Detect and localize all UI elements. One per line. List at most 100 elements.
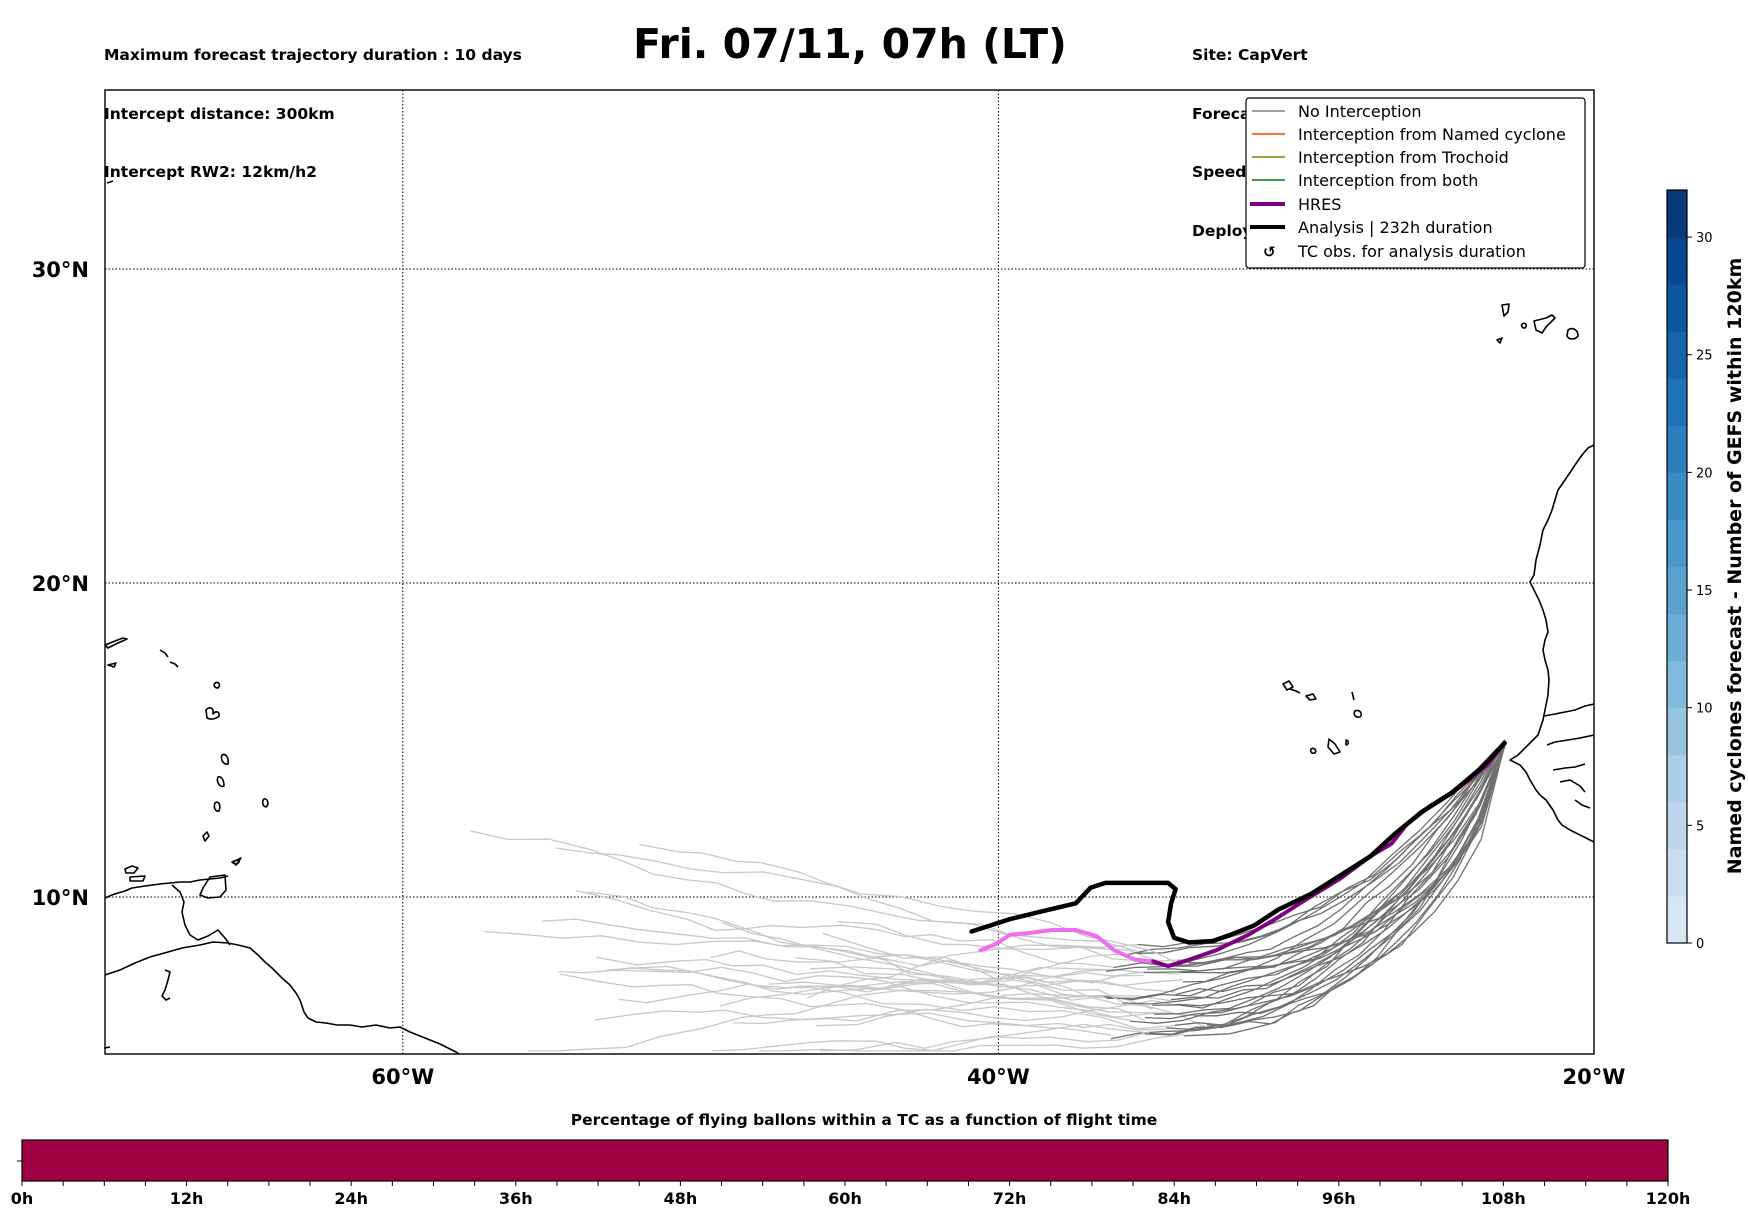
coast-casamance [1546, 734, 1594, 746]
legend-label: Interception from Named cyclone [1298, 125, 1566, 144]
island-antigua [213, 681, 221, 689]
legend-item-both: Interception from both [1252, 171, 1478, 190]
ensemble-member-path [1105, 740, 1506, 972]
ensemble-member-path [1188, 741, 1506, 964]
colorbar-tick-label: 0 [1696, 937, 1704, 952]
y-tick-label: 10°N [32, 886, 89, 910]
legend-box [1245, 97, 1586, 269]
ensemble-member-faded-path [541, 918, 1176, 993]
island-cape-verde-santo-antao [1282, 680, 1294, 691]
ensemble-member-faded-path [587, 891, 1123, 1003]
ensemble-member-path [1176, 744, 1506, 1007]
legend-label: Analysis | 232h duration [1298, 218, 1493, 237]
bar-x-ticks: 0h 12h 24h 36h 48h 60h 72h 84h 96h 108h 120h [11, 1181, 1691, 1208]
colorbar-cell [1667, 660, 1687, 709]
bar-x-tick-label: 48h [664, 1189, 698, 1208]
bar-x-tick-label: 96h [1322, 1189, 1356, 1208]
colorbar-tick-label: 5 [1696, 819, 1704, 834]
ensemble-member-faded-path [795, 957, 1146, 1021]
island-vi [159, 649, 179, 668]
colorbar-cell [1667, 895, 1687, 944]
ensemble-member-path [1104, 746, 1506, 1001]
island-pr [105, 637, 128, 668]
param-intercept-distance: Intercept distance: 300km [104, 104, 335, 123]
legend-label: HRES [1298, 195, 1341, 214]
island-tiny-sw [105, 1046, 111, 1049]
island-lake [161, 969, 171, 1001]
ensemble-member-path [1179, 746, 1506, 974]
x-tick-label: 60°W [371, 1065, 434, 1089]
ensemble-member-path [1144, 746, 1506, 1020]
ensemble-member-faded-path [733, 992, 1107, 1025]
island-cape-verde-boavista [1353, 709, 1362, 718]
island-svincent [202, 831, 210, 842]
island-guadeloupe [205, 707, 220, 720]
ensemble-member-path [1124, 739, 1506, 956]
legend-item-trochoid: Interception from Trochoid [1252, 148, 1509, 167]
island-cape-verde-sal [1351, 691, 1355, 701]
ensemble-member-path [1152, 741, 1506, 1009]
legend-label: TC obs. for analysis duration [1297, 242, 1526, 261]
y-tick-label: 30°N [32, 258, 89, 282]
ensemble-member-path [1144, 744, 1506, 1036]
ensemble-member-faded-path [618, 971, 1180, 1004]
coast-orinoco [171, 884, 231, 946]
legend-label: Interception from both [1298, 171, 1478, 190]
colorbar-tick-label: 20 [1696, 466, 1713, 481]
bar-x-tick-label: 120h [1646, 1189, 1691, 1208]
x-tick-label: 20°W [1563, 1065, 1626, 1089]
ensemble-trajectories [470, 739, 1506, 1052]
island-canary-gomera [1520, 322, 1528, 329]
flight-time-bar-chart: Percentage of flying ballons within a TC… [11, 1111, 1691, 1208]
bar-segments [22, 1140, 1668, 1181]
colorbar-cell [1667, 754, 1687, 803]
legend-item-hres: HRES [1250, 195, 1341, 214]
colorbar-cell [1667, 566, 1687, 615]
colorbar-frame [1666, 189, 1688, 944]
coast-trinidad [199, 874, 227, 899]
island-martinique [216, 776, 225, 788]
legend-label: Interception from Trochoid [1298, 148, 1509, 167]
colorbar-cell [1667, 284, 1687, 332]
colorbar-cell [1667, 519, 1687, 567]
island-cape-verde-maio [1345, 739, 1350, 746]
ensemble-member-path [1113, 745, 1506, 969]
legend-item-tc-obs: ↺ TC obs. for analysis duration [1263, 242, 1526, 261]
ensemble-member-faded-path [759, 1033, 1184, 1052]
colorbar-cell [1667, 707, 1687, 756]
colorbar-tick-label: 10 [1696, 702, 1713, 717]
legend-item-analysis: Analysis | 232h duration [1250, 218, 1493, 237]
legend-item-no-interception: No Interception [1252, 102, 1422, 121]
legend-label: No Interception [1298, 102, 1422, 121]
island-canary-tenerife [1533, 314, 1556, 334]
bar-x-tick-label: 36h [499, 1189, 533, 1208]
legend-item-named-cyclone: Interception from Named cyclone [1252, 125, 1566, 144]
ensemble-member-faded-path [710, 950, 1144, 984]
colorbar-tick-label: 15 [1696, 584, 1713, 599]
colorbar-cell [1667, 331, 1687, 379]
colorbar-cell [1667, 848, 1687, 897]
ensemble-member-faded-path [721, 922, 1105, 1001]
island-cape-verde-fogo [1309, 747, 1317, 754]
bar-segment [22, 1140, 1668, 1181]
bar-x-tick-label: 0h [11, 1189, 34, 1208]
colorbar-label: Named cyclones forecast - Number of GEFS… [1724, 258, 1746, 875]
colorbar-cell [1667, 425, 1687, 473]
coast-venezuela-north [105, 875, 229, 899]
colorbar-cell [1667, 472, 1687, 520]
chart-title-container: Fri. 07/11, 07h (LT) [0, 20, 1700, 68]
y-tick-label: 20°N [32, 572, 89, 596]
island-canary-hierro [1496, 337, 1503, 344]
coast-west-africa [1509, 444, 1594, 843]
bar-x-tick-label: 24h [334, 1189, 368, 1208]
ensemble-member-faded-path [556, 847, 1138, 952]
colorbar-tick-label: 25 [1696, 349, 1713, 364]
island-cape-verde-santiago [1327, 738, 1341, 755]
coast-guinea-bissau [1552, 763, 1591, 809]
island-abc [124, 865, 146, 882]
island-tobago [231, 859, 240, 865]
x-tick-label: 40°W [967, 1065, 1030, 1089]
axis-ticks: 60°W 40°W 20°W 10°N 20°N 30°N [32, 258, 1626, 1089]
colorbar: 0 5 10 15 20 25 30 Named cyclones forecast - N… [1666, 189, 1746, 952]
